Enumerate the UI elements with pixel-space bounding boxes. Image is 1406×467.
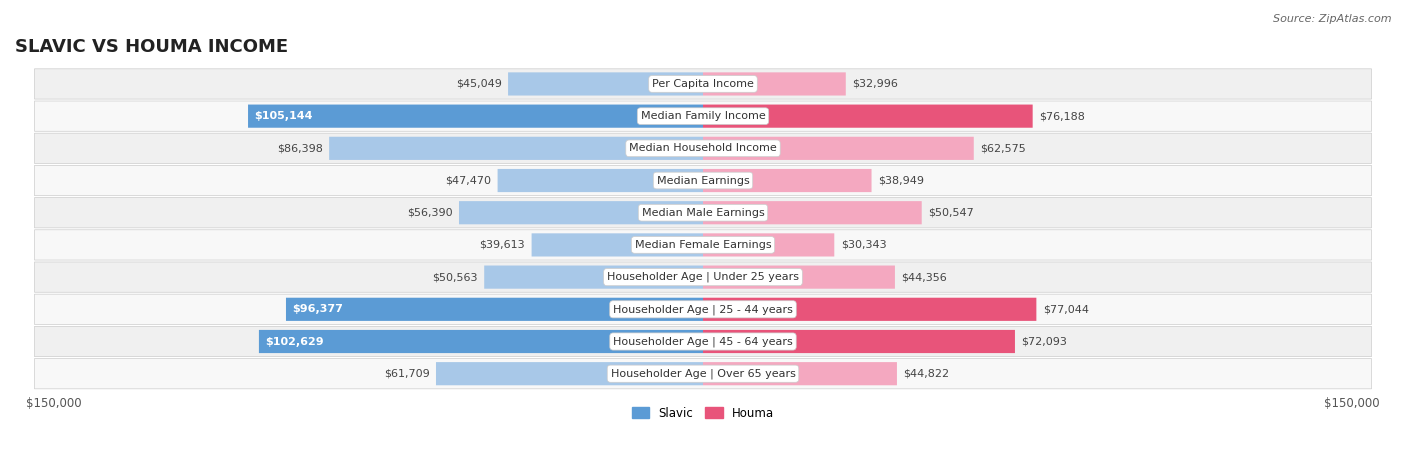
FancyBboxPatch shape: [458, 201, 703, 224]
Text: $50,547: $50,547: [928, 208, 974, 218]
FancyBboxPatch shape: [703, 169, 872, 192]
Text: SLAVIC VS HOUMA INCOME: SLAVIC VS HOUMA INCOME: [15, 38, 288, 57]
FancyBboxPatch shape: [703, 234, 834, 256]
FancyBboxPatch shape: [703, 72, 846, 96]
Text: $32,996: $32,996: [852, 79, 898, 89]
FancyBboxPatch shape: [35, 326, 1371, 357]
Text: Source: ZipAtlas.com: Source: ZipAtlas.com: [1274, 14, 1392, 24]
Text: $62,575: $62,575: [980, 143, 1026, 153]
Text: $76,188: $76,188: [1039, 111, 1085, 121]
FancyBboxPatch shape: [703, 105, 1032, 128]
Text: $86,398: $86,398: [277, 143, 322, 153]
Text: Median Household Income: Median Household Income: [628, 143, 778, 153]
Text: $50,563: $50,563: [432, 272, 478, 282]
Text: $39,613: $39,613: [479, 240, 524, 250]
Text: Householder Age | Over 65 years: Householder Age | Over 65 years: [610, 368, 796, 379]
Legend: Slavic, Houma: Slavic, Houma: [627, 402, 779, 425]
FancyBboxPatch shape: [508, 72, 703, 96]
FancyBboxPatch shape: [35, 294, 1371, 325]
Text: $47,470: $47,470: [446, 176, 491, 185]
FancyBboxPatch shape: [35, 230, 1371, 260]
FancyBboxPatch shape: [703, 330, 1015, 353]
Text: $44,356: $44,356: [901, 272, 948, 282]
Text: $38,949: $38,949: [877, 176, 924, 185]
Text: $56,390: $56,390: [406, 208, 453, 218]
Text: $105,144: $105,144: [254, 111, 314, 121]
FancyBboxPatch shape: [35, 198, 1371, 228]
FancyBboxPatch shape: [703, 362, 897, 385]
FancyBboxPatch shape: [484, 266, 703, 289]
FancyBboxPatch shape: [35, 165, 1371, 196]
FancyBboxPatch shape: [35, 133, 1371, 163]
Text: $44,822: $44,822: [904, 368, 949, 379]
FancyBboxPatch shape: [329, 137, 703, 160]
FancyBboxPatch shape: [285, 298, 703, 321]
FancyBboxPatch shape: [703, 298, 1036, 321]
FancyBboxPatch shape: [35, 262, 1371, 292]
Text: Median Earnings: Median Earnings: [657, 176, 749, 185]
Text: Per Capita Income: Per Capita Income: [652, 79, 754, 89]
FancyBboxPatch shape: [35, 69, 1371, 99]
FancyBboxPatch shape: [436, 362, 703, 385]
Text: Median Female Earnings: Median Female Earnings: [634, 240, 772, 250]
Text: Householder Age | 25 - 44 years: Householder Age | 25 - 44 years: [613, 304, 793, 315]
FancyBboxPatch shape: [703, 201, 922, 224]
Text: $72,093: $72,093: [1021, 337, 1067, 347]
FancyBboxPatch shape: [498, 169, 703, 192]
FancyBboxPatch shape: [35, 359, 1371, 389]
Text: $45,049: $45,049: [456, 79, 502, 89]
Text: $102,629: $102,629: [266, 337, 323, 347]
FancyBboxPatch shape: [259, 330, 703, 353]
Text: $96,377: $96,377: [292, 304, 343, 314]
FancyBboxPatch shape: [703, 266, 896, 289]
Text: $77,044: $77,044: [1043, 304, 1088, 314]
Text: Median Male Earnings: Median Male Earnings: [641, 208, 765, 218]
Text: Householder Age | 45 - 64 years: Householder Age | 45 - 64 years: [613, 336, 793, 347]
Text: $30,343: $30,343: [841, 240, 886, 250]
Text: $61,709: $61,709: [384, 368, 429, 379]
FancyBboxPatch shape: [703, 137, 974, 160]
Text: Median Family Income: Median Family Income: [641, 111, 765, 121]
FancyBboxPatch shape: [247, 105, 703, 128]
FancyBboxPatch shape: [35, 101, 1371, 131]
Text: Householder Age | Under 25 years: Householder Age | Under 25 years: [607, 272, 799, 283]
FancyBboxPatch shape: [531, 234, 703, 256]
